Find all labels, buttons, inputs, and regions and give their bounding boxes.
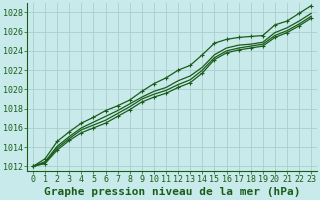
X-axis label: Graphe pression niveau de la mer (hPa): Graphe pression niveau de la mer (hPa) — [44, 187, 300, 197]
